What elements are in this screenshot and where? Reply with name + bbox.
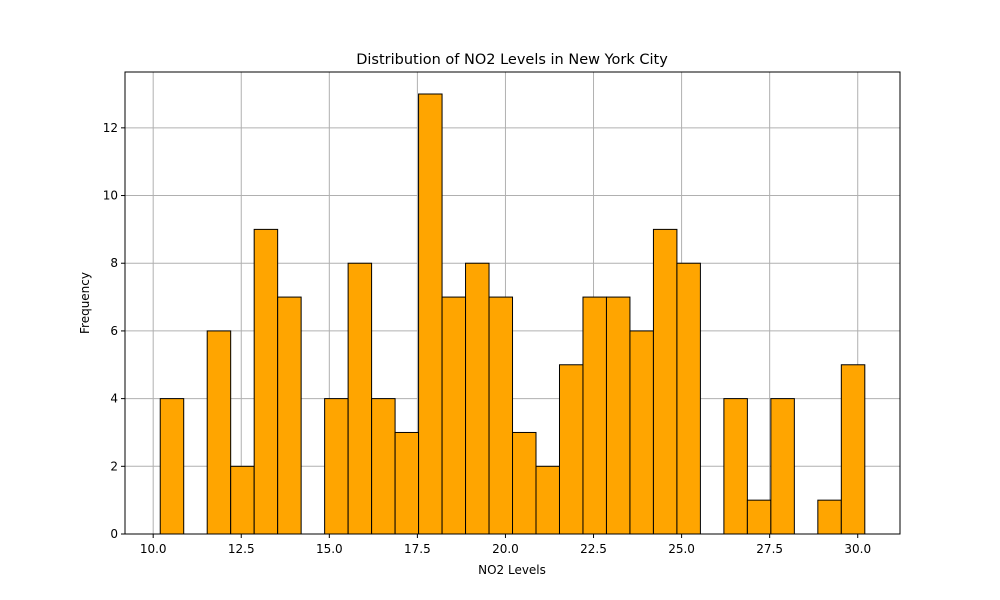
x-tick-label: 27.5 [756,542,783,556]
x-tick-label: 12.5 [228,542,255,556]
histogram-bar [465,262,490,535]
x-tick-label: 20.0 [492,542,519,556]
histogram-bar [652,228,678,535]
histogram-bar [558,364,584,535]
x-axis-ticks: 10.0 12.5 15.0 17.5 20.0 22.5 25.0 27.5 30.0 [140,534,871,556]
histogram-bar [535,465,560,535]
histogram-bar [629,330,654,535]
histogram-bar [277,296,302,535]
histogram-bar [324,398,349,535]
histogram-bar [206,330,232,535]
histogram-bar [723,398,748,535]
y-tick-label: 2 [110,459,118,473]
histogram-bar [770,398,795,535]
histogram-bar [159,398,185,535]
histogram-bar [840,364,866,535]
x-tick-label: 25.0 [668,542,695,556]
bars-group [159,93,866,535]
y-tick-label: 8 [110,256,118,270]
y-tick-label: 4 [110,392,118,406]
x-axis-label: NO2 Levels [478,563,546,577]
histogram-bar [394,431,420,535]
chart-title: Distribution of NO2 Levels in New York C… [356,52,668,68]
x-tick-label: 30.0 [844,542,871,556]
plot-frame [124,71,901,535]
histogram-bar [371,398,396,535]
histogram-bar [230,465,255,535]
x-tick-label: 10.0 [140,542,167,556]
y-axis-ticks: 0 2 4 6 8 10 12 [103,121,125,541]
histogram-bar [488,296,514,535]
x-tick-label: 17.5 [404,542,431,556]
x-tick-label: 22.5 [580,542,607,556]
y-tick-label: 10 [103,189,118,203]
histogram-bar [676,262,701,535]
histogram-bar [441,296,467,535]
y-axis-label: Frequency [78,272,92,334]
histogram-bar [253,228,279,535]
y-tick-label: 12 [103,121,118,135]
histogram-bar [605,296,631,535]
x-tick-label: 15.0 [316,542,343,556]
histogram-bar [746,499,772,535]
histogram-bar [512,431,537,535]
histogram-bar [582,296,607,535]
y-tick-label: 6 [110,324,118,338]
histogram-bar [418,93,443,535]
histogram-bar [347,262,373,535]
histogram-bar [817,499,842,535]
y-tick-label: 0 [110,527,118,541]
